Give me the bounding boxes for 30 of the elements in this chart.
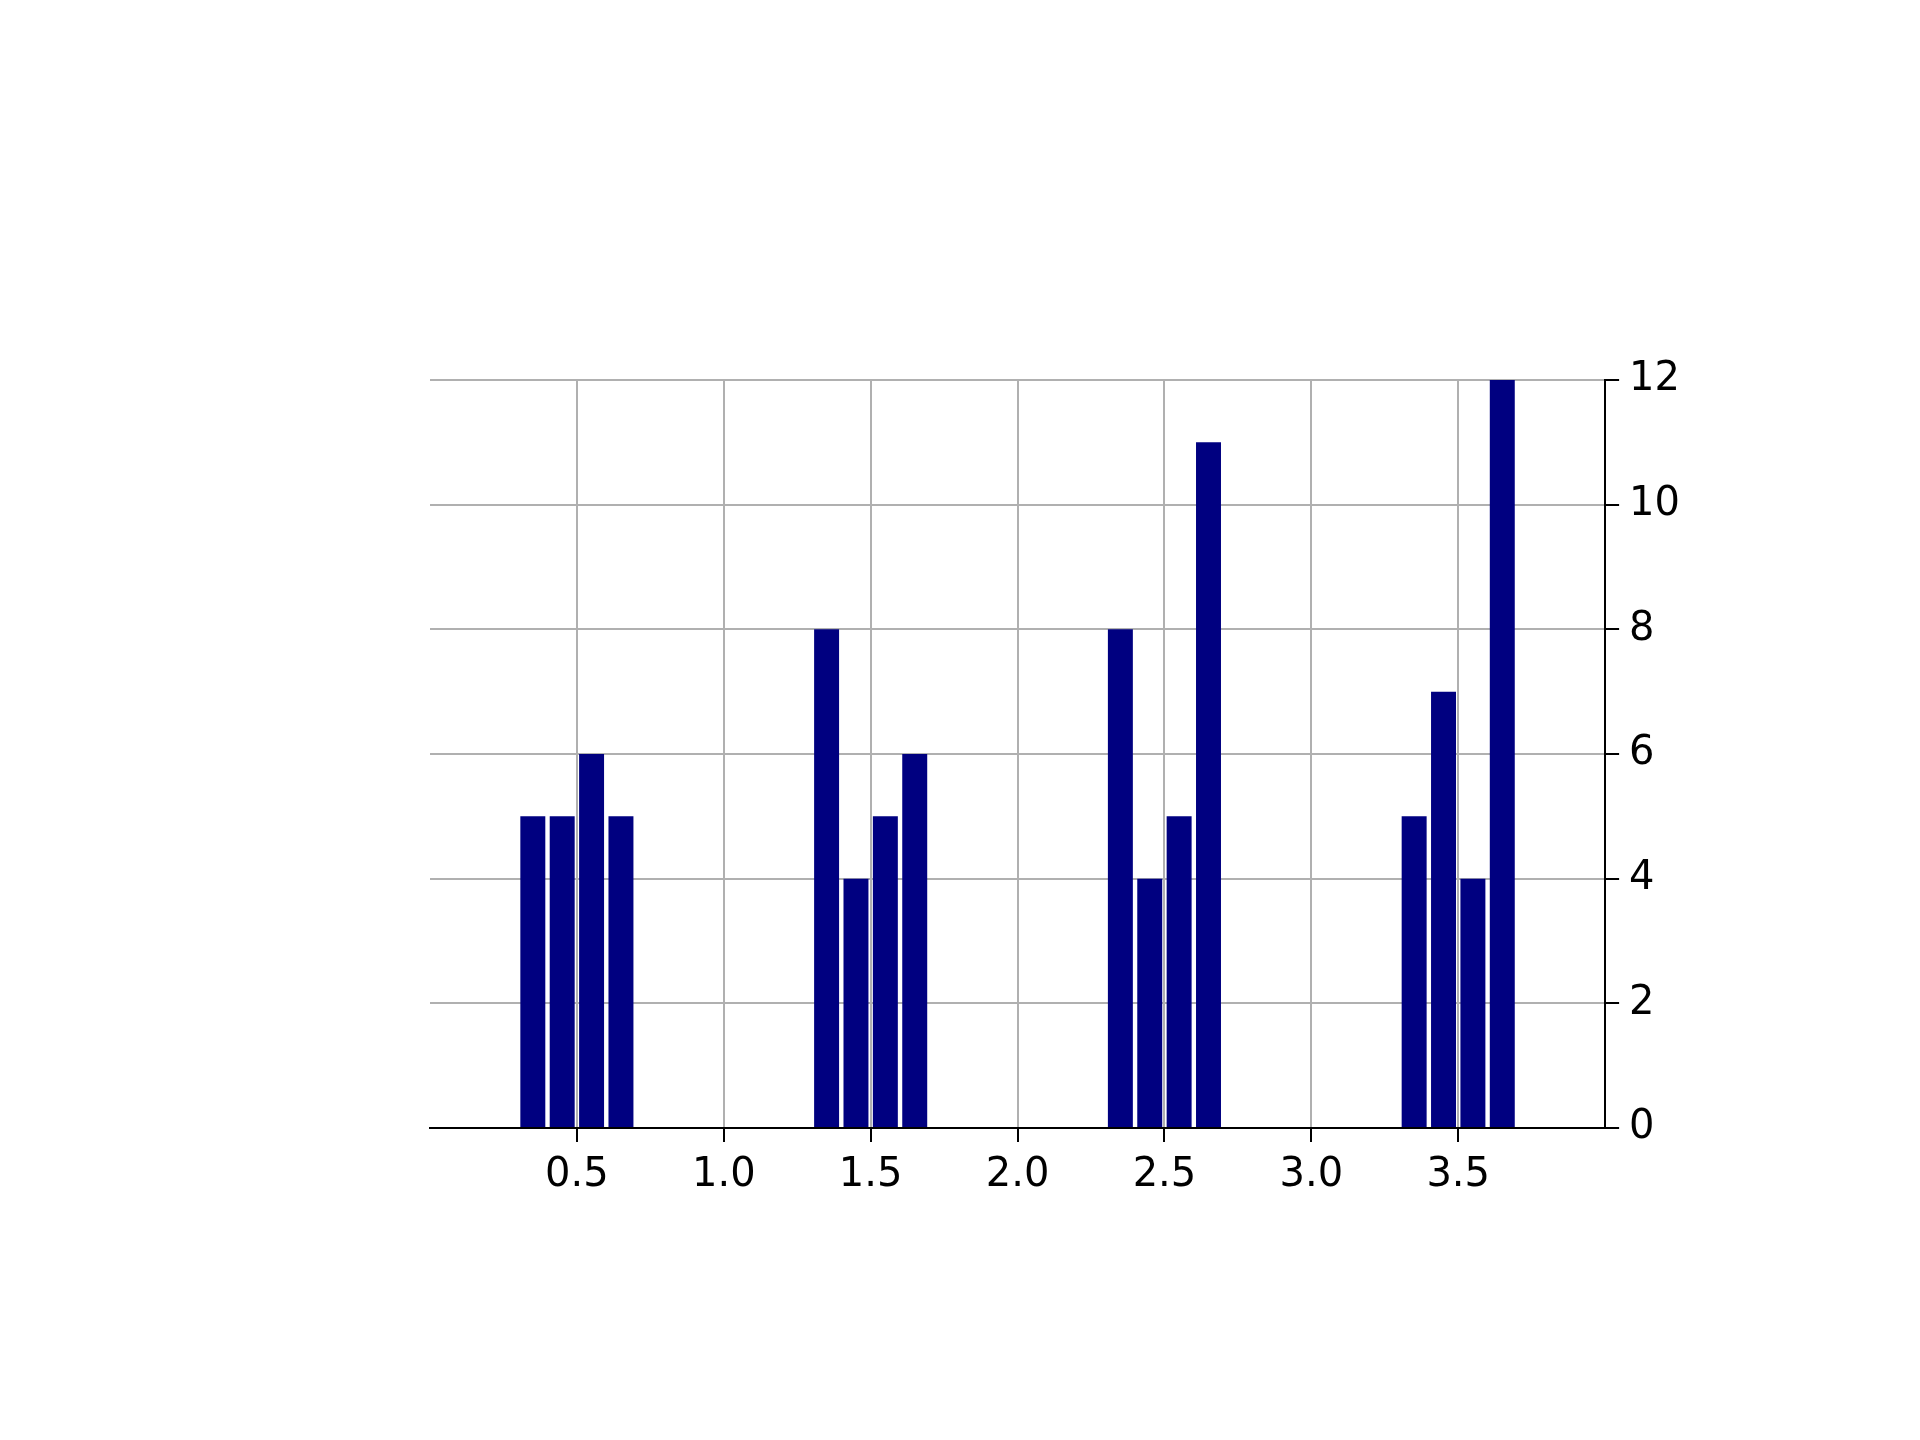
y-tick-label: 6 (1629, 727, 1655, 774)
y-tick-label: 2 (1629, 976, 1655, 1023)
bar (579, 754, 605, 1127)
x-tick-label: 2.0 (985, 1149, 1050, 1196)
x-tick-label: 3.0 (1279, 1149, 1344, 1196)
x-tick-label: 1.0 (691, 1149, 756, 1196)
bar (1431, 691, 1457, 1127)
y-tick-label: 4 (1629, 852, 1655, 899)
bar (1166, 816, 1192, 1127)
bar (1137, 878, 1163, 1127)
bar (1196, 442, 1221, 1127)
bar (608, 816, 634, 1127)
y-tick-label: 10 (1629, 478, 1681, 525)
bar (872, 816, 898, 1127)
x-tick-label: 1.5 (838, 1149, 903, 1196)
bar (902, 754, 928, 1127)
x-tick-label: 0.5 (545, 1149, 609, 1196)
bar (1489, 380, 1515, 1127)
bar (1401, 816, 1427, 1127)
bar (1460, 878, 1486, 1127)
bar (549, 816, 575, 1127)
y-tick-label: 8 (1629, 602, 1655, 649)
y-tick-label: 0 (1629, 1101, 1655, 1148)
x-tick-label: 3.5 (1426, 1149, 1491, 1196)
bar (1107, 629, 1133, 1127)
y-tick-label: 12 (1629, 353, 1681, 400)
x-tick-label: 2.5 (1132, 1149, 1197, 1196)
bar (520, 816, 546, 1127)
bar (843, 878, 869, 1127)
bar (814, 629, 840, 1127)
